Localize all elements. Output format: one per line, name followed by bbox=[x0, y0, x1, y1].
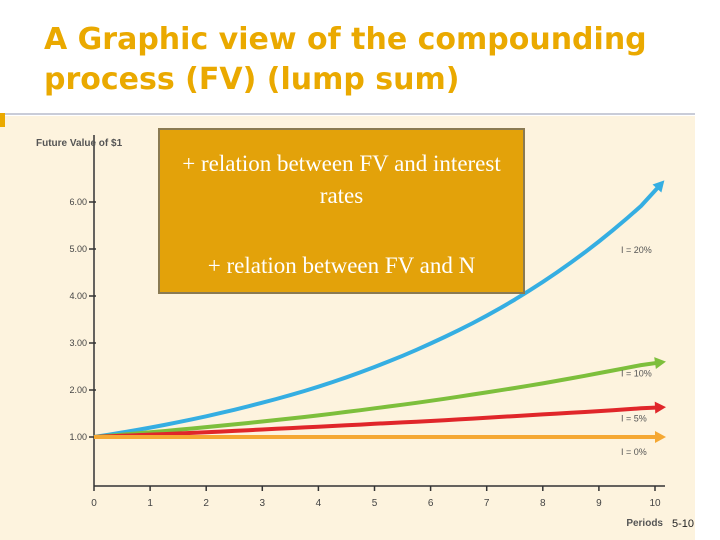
x-tick-label: 1 bbox=[147, 498, 153, 509]
x-tick-label: 10 bbox=[649, 498, 661, 509]
callout-line-periods: + relation between FV and N bbox=[207, 253, 476, 278]
y-tick-label: 6.00 bbox=[69, 197, 87, 207]
callout-box: + relation between FV and interest rates… bbox=[158, 128, 525, 294]
series-line bbox=[93, 360, 662, 439]
slide-number: 5-10 bbox=[672, 518, 695, 530]
x-tick-label: 2 bbox=[203, 498, 209, 509]
series-label: I = 5% bbox=[621, 413, 647, 423]
x-tick-label: 4 bbox=[316, 498, 322, 509]
series-arrowhead bbox=[655, 431, 666, 443]
x-axis-title: Periods bbox=[626, 518, 663, 529]
x-tick-label: 0 bbox=[91, 498, 97, 509]
series-label: I = 10% bbox=[621, 368, 652, 378]
x-tick-label: 8 bbox=[540, 498, 546, 509]
y-tick-label: 3.00 bbox=[69, 338, 87, 348]
x-tick-label: 5 bbox=[372, 498, 378, 509]
slide-title: A Graphic view of the compounding proces… bbox=[44, 22, 647, 97]
callout-line-interest-rates: + relation between FV and interest rates bbox=[182, 151, 501, 208]
title-divider bbox=[0, 113, 695, 115]
series-label: I = 0% bbox=[621, 447, 647, 457]
x-tick-label: 9 bbox=[596, 498, 602, 509]
series-label: I = 20% bbox=[621, 245, 652, 255]
series-arrowhead bbox=[652, 180, 665, 193]
accent-mark bbox=[0, 113, 5, 127]
y-tick-label: 4.00 bbox=[69, 291, 87, 301]
y-tick-label: 2.00 bbox=[69, 385, 87, 395]
series-arrowhead bbox=[654, 401, 666, 414]
x-tick-label: 6 bbox=[428, 498, 434, 509]
series-arrowhead bbox=[654, 357, 666, 370]
y-tick-label: 1.00 bbox=[69, 432, 87, 442]
y-tick-label: 5.00 bbox=[69, 244, 87, 254]
x-tick-label: 7 bbox=[484, 498, 490, 509]
x-tick-label: 3 bbox=[260, 498, 266, 509]
series-line bbox=[93, 182, 663, 439]
y-axis-title: Future Value of $1 bbox=[36, 138, 123, 149]
series-line bbox=[93, 405, 662, 439]
